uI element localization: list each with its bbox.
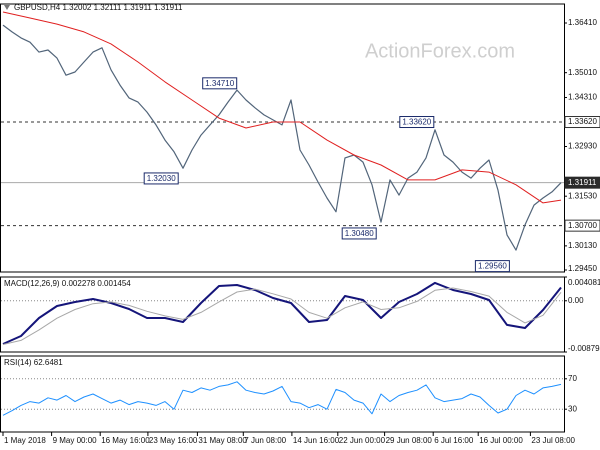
y-tick-label: 0.00 <box>568 296 584 305</box>
level-label-box <box>564 219 600 232</box>
x-tick-label: 22 Jun 00:00 <box>339 436 386 445</box>
x-tick-label: 16 Jul 00:00 <box>479 436 523 445</box>
annotation-label: 1.32030 <box>147 174 176 183</box>
x-tick-label: 7 Jun 08:00 <box>244 436 286 445</box>
y-tick-label: 70 <box>568 374 577 383</box>
x-tick-label: 6 Jul 16:00 <box>434 436 474 445</box>
y-tick-label: 1.29450 <box>568 264 597 273</box>
annotation-box <box>341 227 377 240</box>
series-line <box>2 287 562 345</box>
y-tick-label: -0.008794 <box>568 344 600 353</box>
series-line <box>2 281 562 345</box>
annotation-box <box>143 172 179 185</box>
annotation-box <box>399 116 435 129</box>
y-tick-label: 1.36410 <box>568 18 597 27</box>
y-tick-label: 1.34310 <box>568 93 597 102</box>
level-label-box <box>564 116 600 129</box>
annotation-label: 1.33620 <box>402 118 431 127</box>
annotation-box <box>474 260 510 273</box>
series-line <box>2 11 562 204</box>
menu-icon <box>4 5 10 10</box>
panel-title: RSI(14) 62.6481 <box>4 358 63 367</box>
x-tick-label: 29 Jun 08:00 <box>386 436 433 445</box>
watermark: ActionForex.com <box>365 40 515 62</box>
x-tick-label: 23 May 16:00 <box>149 436 198 445</box>
annotation-label: 1.34710 <box>205 79 234 88</box>
x-tick-label: 9 May 00:00 <box>53 436 98 445</box>
level-label-box <box>564 176 600 189</box>
panel-frame <box>0 276 565 353</box>
level-label: 1.31911 <box>568 178 597 187</box>
x-tick-label: 16 May 16:00 <box>101 436 150 445</box>
panel-title: GBPUSD,H4 1.32002 1.32111 1.31911 1.3191… <box>14 3 183 12</box>
annotation-label: 1.30480 <box>345 229 374 238</box>
y-tick-label: 1.30130 <box>568 241 597 250</box>
x-tick-label: 31 May 08:00 <box>198 436 247 445</box>
x-tick-label: 14 Jun 16:00 <box>293 436 340 445</box>
series-line <box>2 381 562 416</box>
panel-frame <box>0 355 565 433</box>
y-tick-label: 30 <box>568 404 577 413</box>
level-label: 1.30700 <box>568 221 597 230</box>
level-label: 1.33620 <box>568 117 597 126</box>
panel-frame <box>0 3 565 273</box>
panel-title: MACD(12,26,9) 0.002278 0.001454 <box>4 279 131 288</box>
y-tick-label: 1.31530 <box>568 191 597 200</box>
y-tick-label: 1.32930 <box>568 142 597 151</box>
y-tick-label: 1.35010 <box>568 68 597 77</box>
x-tick-label: 23 Jul 08:00 <box>531 436 575 445</box>
y-tick-label: 0.004081 <box>568 278 600 287</box>
annotation-label: 1.29560 <box>478 262 507 271</box>
x-tick-label: 1 May 2018 <box>4 436 46 445</box>
annotation-box <box>202 77 238 90</box>
series-line <box>2 24 562 251</box>
